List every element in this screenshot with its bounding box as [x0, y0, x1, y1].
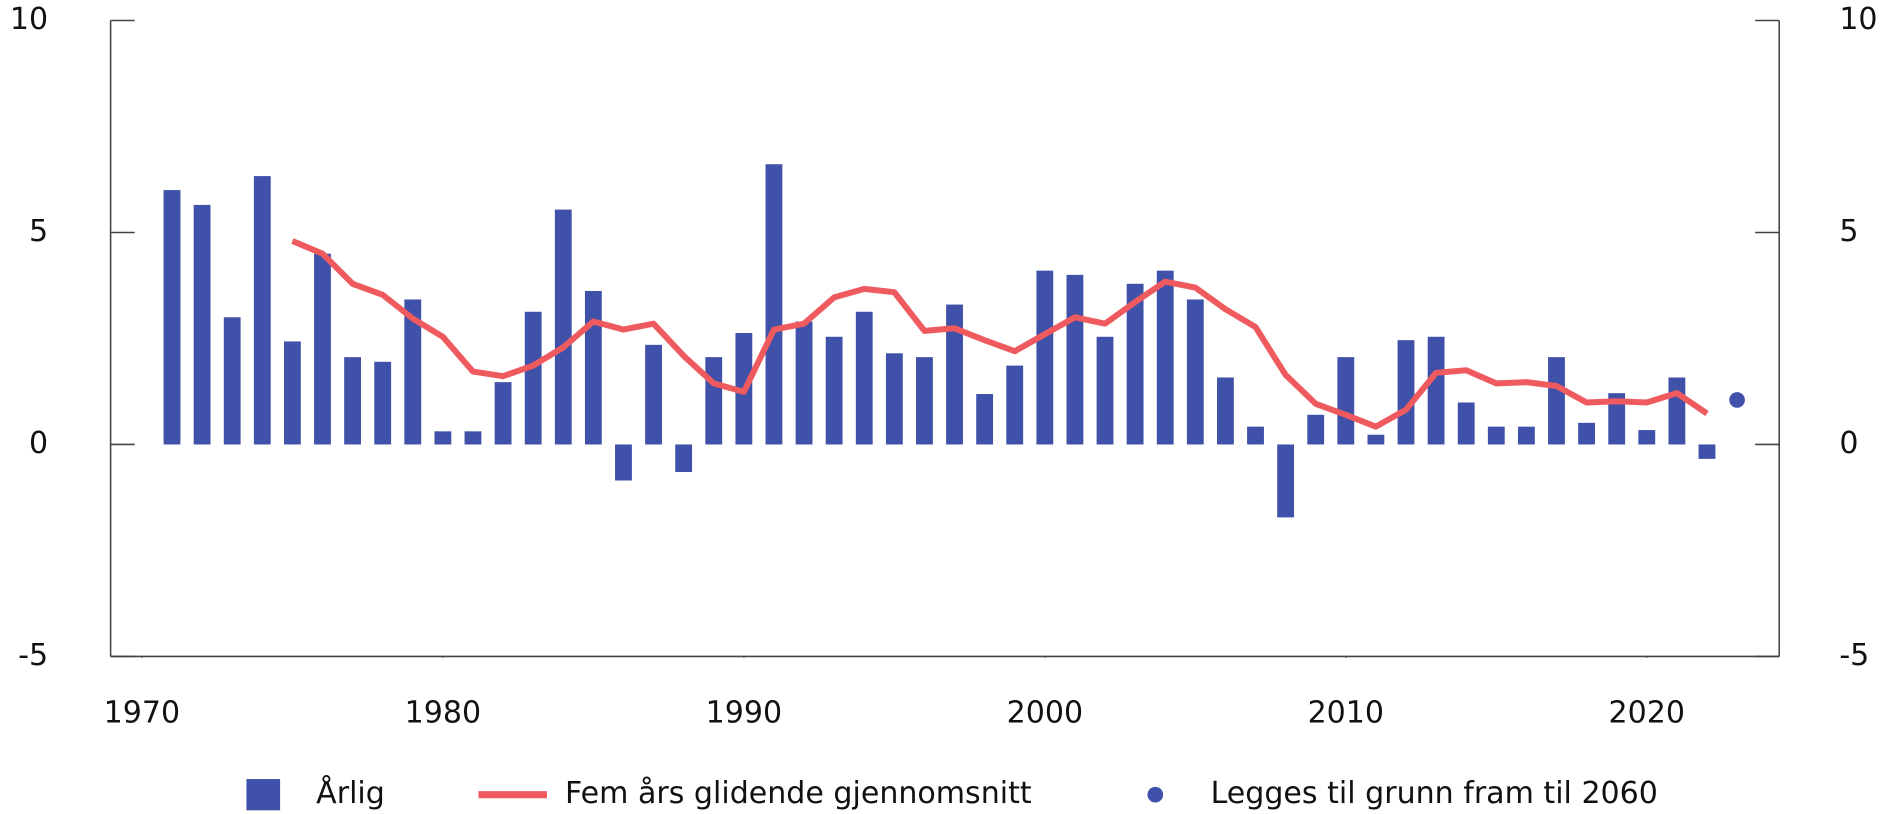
- y-tick-label: -5: [18, 638, 48, 673]
- bar: [1036, 270, 1054, 445]
- y2-tick-label: 5: [1839, 214, 1858, 249]
- bar: [584, 290, 602, 445]
- bar: [1247, 426, 1264, 445]
- bar: [1096, 336, 1114, 445]
- bar: [976, 394, 994, 445]
- bar: [494, 382, 512, 445]
- bar: [1066, 274, 1084, 445]
- x-tick-label: 1970: [104, 696, 180, 731]
- bar: [1367, 434, 1385, 445]
- bar: [1427, 336, 1445, 445]
- y2-tick-label: 10: [1839, 2, 1877, 37]
- y2-tick-label: 0: [1839, 426, 1858, 461]
- bar: [1638, 430, 1656, 445]
- bar: [554, 209, 572, 445]
- x-tick-label: 2010: [1308, 696, 1384, 731]
- bar: [404, 299, 422, 445]
- bar: [464, 431, 482, 445]
- bar: [615, 444, 632, 481]
- y2-tick-label: -5: [1839, 638, 1869, 673]
- y-tick-label: 10: [10, 2, 48, 37]
- bar: [1517, 426, 1535, 445]
- bar: [645, 344, 662, 445]
- bar: [1668, 377, 1686, 445]
- bar: [1578, 422, 1595, 445]
- bar: [344, 357, 361, 445]
- bar: [223, 317, 241, 445]
- bar: [795, 321, 813, 445]
- bar: [916, 357, 933, 445]
- bar: [946, 304, 963, 445]
- bar: [705, 357, 723, 445]
- y-tick-label: 5: [29, 214, 48, 249]
- bar: [825, 336, 843, 445]
- legend-label: Legges til grunn fram til 2060: [1211, 776, 1658, 811]
- legend-label: Fem års glidende gjennomsnitt: [565, 776, 1032, 811]
- bar: [1126, 283, 1144, 445]
- bar: [885, 353, 903, 445]
- legend-label: Årlig: [316, 775, 385, 811]
- x-tick-label: 1980: [405, 696, 481, 731]
- bar: [1216, 377, 1234, 445]
- bar: [1548, 357, 1565, 445]
- dot: [1729, 392, 1745, 408]
- bar: [1337, 357, 1355, 445]
- bar: [193, 204, 211, 445]
- x-tick-label: 2020: [1609, 696, 1685, 731]
- bar: [374, 361, 392, 445]
- legend-swatch: [1147, 786, 1164, 803]
- bar: [253, 176, 271, 445]
- bar: [1277, 444, 1295, 518]
- line: [291, 238, 1709, 430]
- legend-swatch: [246, 779, 281, 811]
- bar: [434, 431, 452, 445]
- bar: [1307, 414, 1325, 445]
- y-tick-label: 0: [29, 426, 48, 461]
- bar: [1186, 299, 1204, 445]
- bar: [314, 253, 331, 445]
- bar: [1608, 393, 1626, 445]
- bar: [765, 164, 783, 445]
- bar: [855, 311, 873, 445]
- bar: [1006, 365, 1024, 445]
- x-tick-label: 1990: [706, 696, 782, 731]
- bar: [1487, 426, 1505, 445]
- bar: [675, 444, 693, 473]
- bar: [1698, 444, 1716, 459]
- x-tick-label: 2000: [1007, 696, 1083, 731]
- bar: [1397, 340, 1415, 445]
- bar: [163, 190, 181, 445]
- bar: [1156, 270, 1174, 445]
- bar: [524, 311, 542, 445]
- bar: [1457, 402, 1475, 445]
- bar: [283, 341, 301, 445]
